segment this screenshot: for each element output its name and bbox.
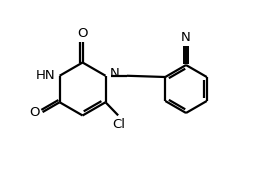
Text: N: N xyxy=(109,67,119,80)
Text: HN: HN xyxy=(36,69,55,82)
Text: Cl: Cl xyxy=(113,118,126,131)
Text: O: O xyxy=(29,106,39,119)
Text: O: O xyxy=(77,27,88,40)
Text: N: N xyxy=(181,31,191,44)
